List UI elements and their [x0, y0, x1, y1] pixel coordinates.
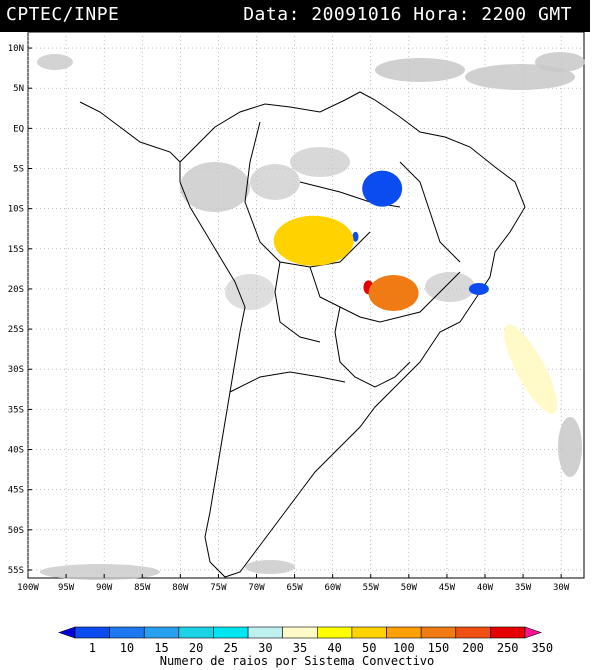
legend-swatch	[213, 626, 249, 639]
legend-value-label: 25	[224, 641, 238, 655]
blue-system-east	[468, 282, 489, 295]
legend-swatch	[247, 626, 283, 639]
legend-value-label: 35	[293, 641, 307, 655]
legend-value-label: 40	[327, 641, 341, 655]
legend-swatch	[178, 626, 214, 639]
legend-value-label: 50	[362, 641, 376, 655]
legend-value-label: 10	[120, 641, 134, 655]
lat-label: EQ	[13, 124, 24, 134]
legend-swatch	[386, 626, 422, 639]
header-datetime: Data: 20091016 Hora: 2200 GMT	[243, 4, 572, 25]
lat-label: 40S	[8, 446, 24, 456]
legend-swatch	[109, 626, 145, 639]
lat-label: 10N	[8, 44, 24, 54]
cloud-cover	[37, 52, 585, 580]
legend-swatch	[282, 626, 318, 639]
legend-arrow-left	[58, 626, 76, 639]
land-outline	[79, 91, 526, 578]
lat-label: 25S	[8, 325, 24, 335]
blue-system-north	[362, 170, 403, 207]
lightning-map: 10N5NEQ5S10S15S20S25S30S35S40S45S50S55S …	[8, 32, 585, 592]
lat-label: 10S	[8, 205, 24, 215]
map-frame	[27, 32, 585, 579]
yellow-system-large	[273, 215, 354, 266]
header-source: CPTEC/INPE	[6, 4, 120, 25]
lon-label: 50W	[401, 583, 418, 592]
lat-label: 50S	[8, 526, 24, 536]
legend-value-label: 150	[428, 641, 450, 655]
legend: 1 10 15 20 25 30 35 40 50 100 150 200 250 350 Numero …	[58, 626, 553, 668]
lat-label: 20S	[8, 285, 24, 295]
lon-label: 35W	[515, 583, 532, 592]
pale-system-atlantic	[504, 324, 558, 414]
legend-swatch	[455, 626, 491, 639]
lon-label: 30W	[553, 583, 570, 592]
legend-value-label: 1	[89, 641, 96, 655]
legend-caption: Numero de raios por Sistema Convectivo	[160, 654, 435, 668]
lon-label: 65W	[286, 583, 303, 592]
legend-arrow-right	[524, 626, 542, 639]
legend-value-label: 200	[462, 641, 484, 655]
lat-label: 5N	[13, 84, 24, 94]
blue-system-small	[352, 231, 359, 242]
lat-label: 15S	[8, 245, 24, 255]
legend-value-label: 100	[393, 641, 415, 655]
latitude-axis: 10N 5N EQ 5S 10S 15S 20S 25S 30S 35S 40S 45S 50S 55S	[8, 44, 32, 576]
legend-value-label: 20	[189, 641, 203, 655]
legend-value-label: 350	[531, 641, 553, 655]
lat-label: 35S	[8, 405, 24, 415]
lon-label: 85W	[134, 583, 151, 592]
legend-value-label: 250	[497, 641, 519, 655]
lon-label: 45W	[439, 583, 456, 592]
lon-label: 60W	[325, 583, 342, 592]
lon-label: 55W	[363, 583, 380, 592]
lat-label: 5S	[13, 165, 24, 175]
orange-system	[368, 274, 419, 311]
longitude-axis: 100W 95W 90W 85W 80W 75W 70W 65W 60W 55W 50W 45W 40W…	[17, 574, 570, 592]
legend-swatch	[490, 626, 526, 639]
lon-label: 80W	[172, 583, 189, 592]
legend-value-label: 30	[258, 641, 272, 655]
lon-label: 90W	[96, 583, 113, 592]
legend-value-label: 15	[154, 641, 168, 655]
lon-label: 40W	[477, 583, 494, 592]
legend-swatch	[317, 626, 353, 639]
legend-swatch	[420, 626, 457, 639]
legend-swatch	[351, 626, 387, 639]
convective-systems	[273, 170, 558, 414]
lon-label: 70W	[248, 583, 265, 592]
lat-label: 55S	[8, 566, 24, 576]
legend-swatch	[74, 626, 110, 639]
lon-label: 100W	[17, 583, 39, 592]
map-header: CPTEC/INPE Data: 20091016 Hora: 2200 GMT	[0, 0, 590, 32]
lon-label: 95W	[58, 583, 75, 592]
legend-value-labels: 1 10 15 20 25 30 35 40 50 100 150 200 250 350	[89, 641, 553, 655]
lat-label: 45S	[8, 486, 24, 496]
legend-color-bar	[58, 626, 542, 639]
legend-swatch	[143, 626, 180, 639]
lat-label: 30S	[8, 365, 24, 375]
lon-label: 75W	[210, 583, 227, 592]
